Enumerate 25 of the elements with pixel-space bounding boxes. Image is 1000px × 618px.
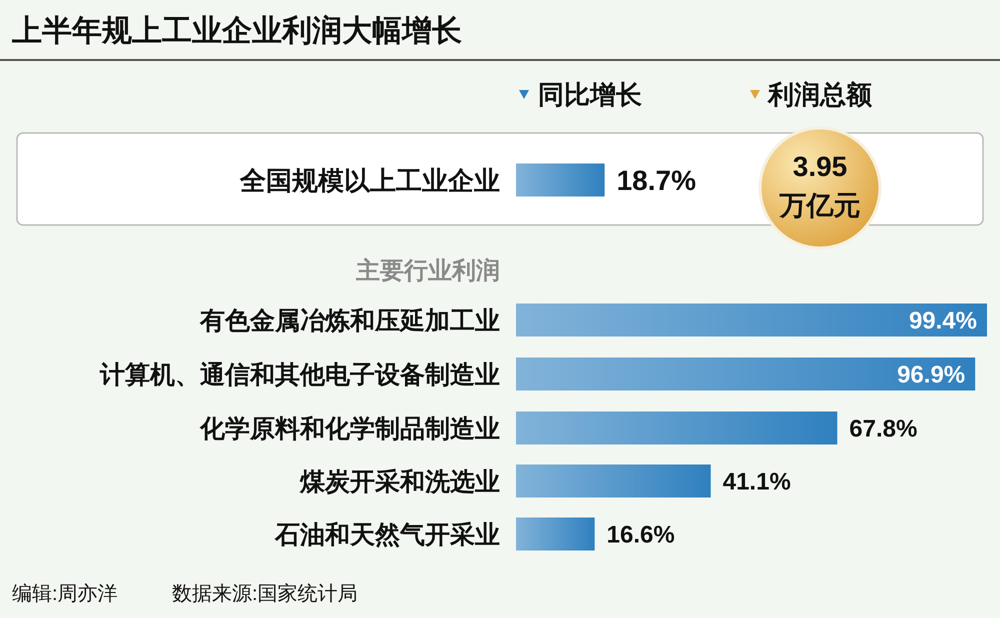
data-label: 41.1% [722, 468, 791, 496]
source-note: 数据来源:国家统计局 [172, 583, 358, 606]
data-label: 99.4% [908, 308, 977, 335]
text: 利润总额 [767, 79, 873, 110]
data-label: 67.8% [849, 416, 918, 443]
data-label: 96.9% [897, 362, 966, 389]
bar [516, 304, 987, 336]
text: 上半年规上工业企业利润大幅增长 [11, 14, 462, 48]
text: 编辑:周亦洋 [12, 583, 118, 606]
bar [516, 412, 838, 444]
y-tick-label: 计算机、通信和其他电子设备制造业 [99, 361, 500, 389]
legend-label: 同比增长 [538, 79, 642, 110]
y-tick-label: 全国规模以上工业企业 [239, 165, 500, 196]
y-tick-label: 化学原料和化学制品制造业 [199, 415, 500, 443]
bar [516, 518, 595, 550]
y-tick-label: 有色金属冶炼和压延加工业 [199, 307, 500, 335]
data-label: 18.7% [616, 165, 696, 196]
annotation: 3.95 [792, 151, 848, 182]
bar [516, 358, 976, 390]
data-label: 16.6% [606, 522, 675, 549]
text: 主要行业利润 [355, 256, 500, 285]
bar [516, 464, 711, 498]
annotation: 万亿元 [778, 190, 860, 221]
y-tick-label: 煤炭开采和洗选业 [299, 468, 500, 496]
y-tick-label: 石油和天然气开采业 [274, 521, 500, 549]
